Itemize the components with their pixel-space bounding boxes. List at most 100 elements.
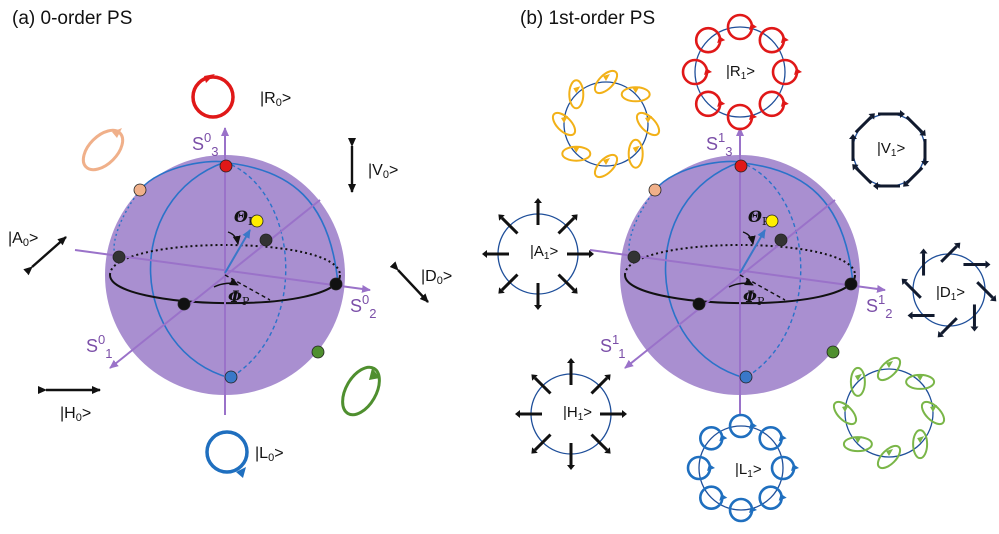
polarization-bar <box>905 115 924 134</box>
l0-arrow-icon <box>236 467 246 478</box>
polarization-bar <box>854 115 873 134</box>
arrow-icon <box>917 436 925 444</box>
meridian-side-b <box>628 189 656 258</box>
arrow-icon <box>780 36 789 44</box>
point-r <box>219 159 233 173</box>
elliptical-polarization <box>876 356 902 382</box>
l1-label: |L1> <box>735 461 762 480</box>
arrow-icon <box>937 330 945 338</box>
phi-label-b: ΦP <box>743 287 765 308</box>
green-arrow-icon <box>369 368 380 380</box>
elliptical-polarization <box>876 444 902 470</box>
arrow-icon <box>573 145 581 153</box>
arrow-icon <box>903 180 910 187</box>
meridian-front <box>149 161 231 379</box>
arrow-icon <box>534 305 542 310</box>
arrow-icon <box>886 449 893 456</box>
arrow-icon <box>901 278 909 286</box>
elliptical-polarization <box>620 86 651 103</box>
arrow-icon <box>970 326 979 332</box>
arrow-icon <box>900 110 905 118</box>
r0-label: |R0> <box>260 90 291 109</box>
arrow-icon <box>854 436 862 444</box>
elliptical-polarization <box>832 400 858 426</box>
point-state-b <box>765 214 779 228</box>
state-vector <box>224 229 251 274</box>
arrow-icon <box>704 68 712 75</box>
phi-arc <box>213 277 239 288</box>
s1-axis <box>109 199 321 369</box>
arrow-icon <box>719 434 728 442</box>
arrow-icon <box>852 164 859 171</box>
arrow-icon <box>645 116 652 123</box>
meridian-right-b <box>742 162 854 285</box>
arrow-icon <box>498 214 505 221</box>
phi-arc-b <box>728 277 754 288</box>
arrow-icon <box>953 242 961 250</box>
point-a-upper-b <box>648 183 662 197</box>
arrow-icon <box>749 506 757 513</box>
arrow-icon <box>603 74 610 81</box>
arrow-icon <box>921 161 929 166</box>
arrow-icon <box>717 99 726 107</box>
panel-b: (b) 1st-order PS S13 S12 S11 ΘP ΦP <box>482 8 997 523</box>
polarization-bar <box>940 245 958 263</box>
arrow-icon <box>531 374 538 381</box>
elliptical-polarization <box>912 429 929 460</box>
polarization-bar <box>854 166 873 185</box>
elliptical-polarization <box>551 111 577 137</box>
elliptical-polarization <box>842 436 873 453</box>
v1-ring-icon <box>849 110 929 190</box>
meridian-right <box>227 162 339 285</box>
polarization-bar <box>904 281 922 299</box>
arrow-icon <box>515 410 520 418</box>
s3-label-b: S13 <box>706 130 732 159</box>
arrow-icon <box>531 447 538 454</box>
point-a-b <box>627 250 641 264</box>
ring-base <box>698 425 784 511</box>
panel-a-title: (a) 0-order PS <box>12 8 132 29</box>
arrow-icon <box>603 158 610 165</box>
arrow-icon <box>930 405 937 412</box>
polarization-bar <box>557 273 576 292</box>
panel-b-title: (b) 1st-order PS <box>520 8 655 29</box>
arrow-icon <box>749 422 757 429</box>
equator-back <box>109 244 341 276</box>
d1-ring-icon <box>901 242 997 338</box>
ring-base <box>563 81 649 167</box>
point-green-b <box>826 345 840 359</box>
elliptical-polarization <box>593 153 619 179</box>
arrow-icon <box>632 86 640 94</box>
orange-ring-icon <box>551 69 661 179</box>
polarization-bar <box>590 433 609 452</box>
arrow-icon <box>561 116 568 123</box>
point-a <box>112 250 126 264</box>
arrow-icon <box>571 287 578 294</box>
d1-label: |D1> <box>936 284 965 303</box>
polarization-bar <box>557 216 576 235</box>
arrow-icon <box>907 311 913 320</box>
arrow-icon <box>886 361 893 368</box>
arrow-icon <box>854 373 862 381</box>
meridian-side <box>113 189 141 258</box>
point-a-upper <box>133 183 147 197</box>
arrow-icon <box>573 86 581 94</box>
arrow-icon <box>534 198 542 203</box>
arrow-icon <box>749 23 757 30</box>
v1-label: |V1> <box>877 140 905 159</box>
s2-label: S02 <box>350 292 376 321</box>
meridian-back-b <box>739 161 802 379</box>
arrow-icon <box>985 260 991 269</box>
arrow-icon <box>919 248 928 254</box>
point-back-b <box>774 233 788 247</box>
panel-a: (a) 0-order PS S03 S02 S01 ΘP ΦP <box>8 8 452 478</box>
arrow-icon <box>571 214 578 221</box>
elliptical-polarization <box>920 400 946 426</box>
elliptical-polarization-icon <box>81 128 125 172</box>
h1-ring-icon <box>515 358 627 470</box>
point-back <box>259 233 273 247</box>
meridian-front-b <box>664 161 746 379</box>
l0-label: |L0> <box>255 445 284 464</box>
green-elliptical-icon <box>341 365 381 417</box>
